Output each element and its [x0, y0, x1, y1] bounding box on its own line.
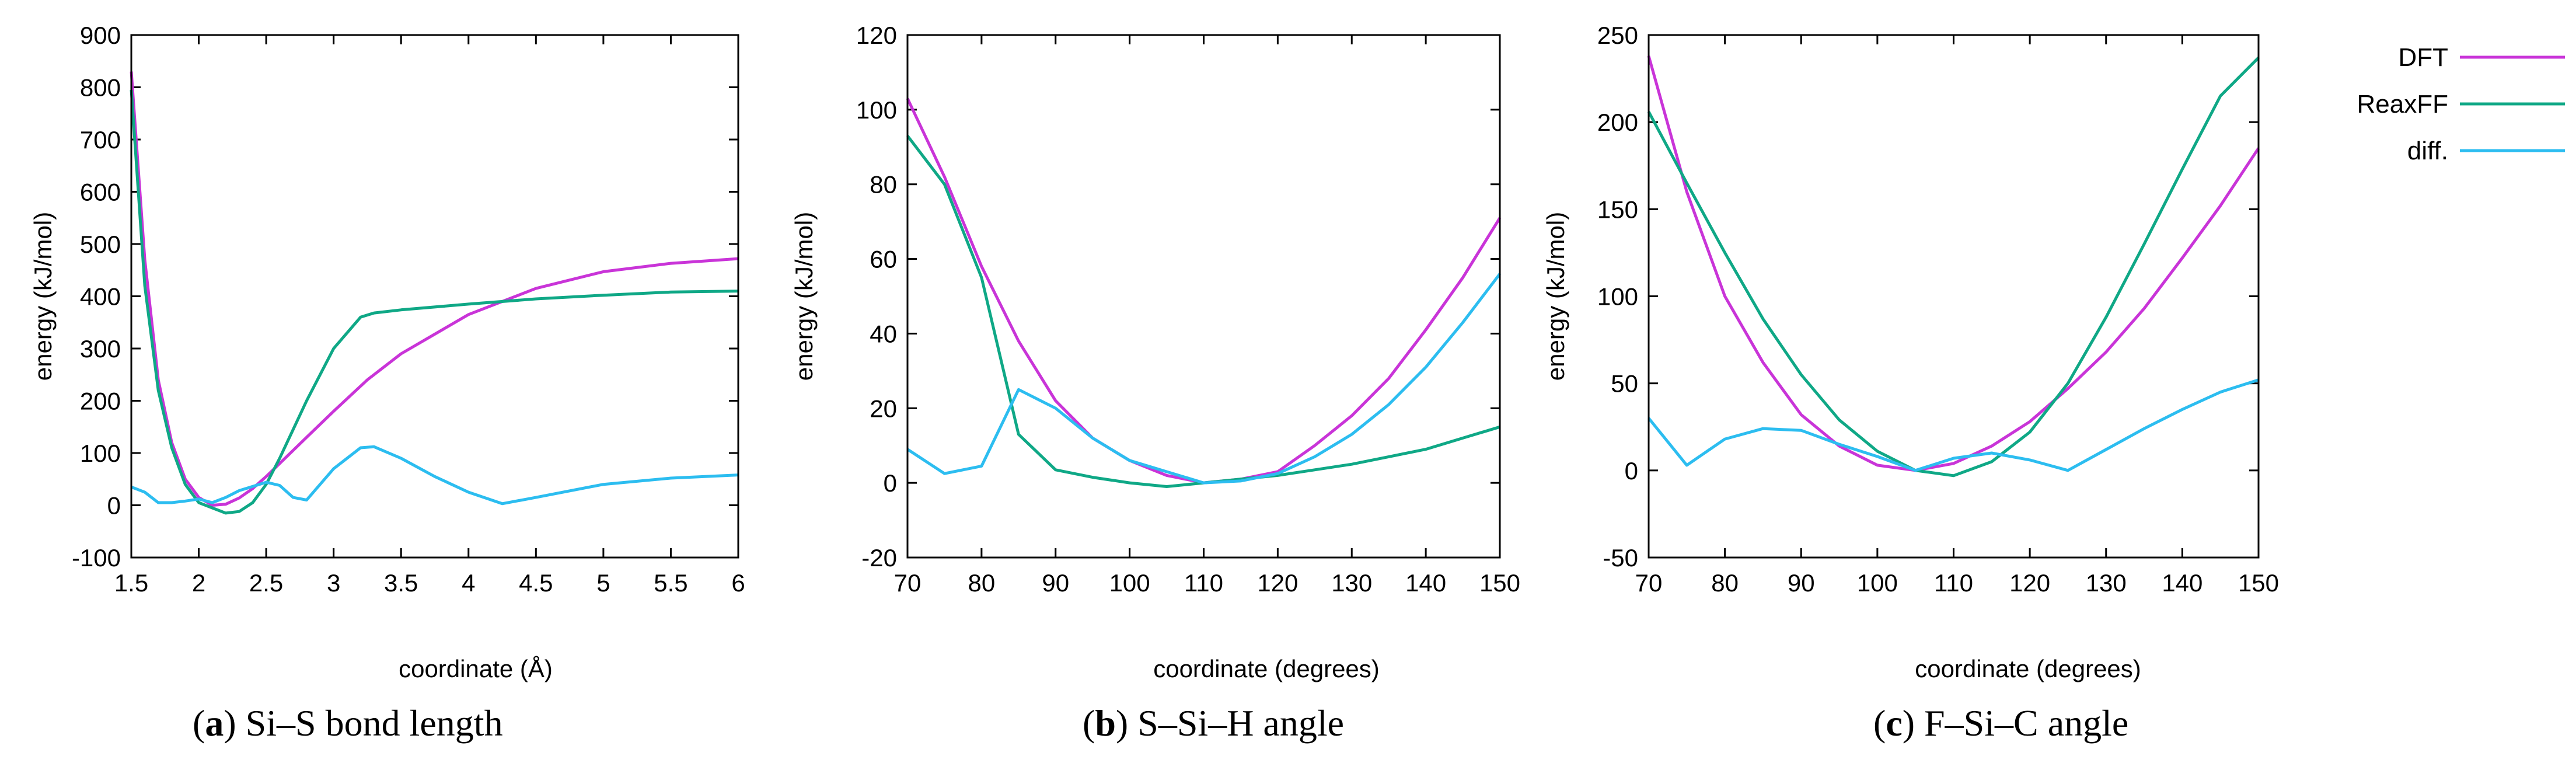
- legend-label-diff: diff.: [2407, 137, 2448, 165]
- y-tick-label: -50: [1603, 544, 1638, 572]
- y-tick-label: 700: [80, 126, 121, 154]
- x-tick-label: 110: [1934, 569, 1973, 597]
- x-tick-label: 100: [1857, 569, 1898, 597]
- x-tick-label: 80: [1711, 569, 1739, 597]
- series-line-reaxff: [130, 89, 739, 515]
- panel-b: 70 80 90 100 110 120 130 140 150 -20 0 20 40 60 80 100 1…: [790, 22, 1520, 682]
- legend-label-dft: DFT: [2398, 43, 2448, 72]
- panel-c: 70 80 90 100 110 120 130 140 150 -50 0 50 100 150 200 2…: [1542, 22, 2279, 682]
- y-tick-label: 300: [80, 335, 121, 363]
- y-tick-label: 100: [80, 440, 121, 467]
- x-tick-label: 130: [1331, 569, 1372, 597]
- y-tick-label: 100: [1597, 283, 1638, 311]
- y-tick-label: 900: [80, 22, 121, 49]
- y-tick-label: 40: [870, 320, 897, 347]
- series-line-diff: [906, 273, 1501, 485]
- y-axis-label: energy (kJ/mol): [790, 212, 818, 381]
- x-tick-label: 5: [596, 569, 610, 597]
- x-tick-label: 1.5: [114, 569, 148, 597]
- y-tick-label: 0: [107, 492, 121, 520]
- x-tick-label: 2: [192, 569, 205, 597]
- y-tick-label: 0: [884, 469, 897, 497]
- y-tick-label: 500: [80, 231, 121, 258]
- plot-frame: [130, 34, 739, 559]
- y-tick-label: 80: [870, 171, 897, 198]
- x-tick-label: 140: [2162, 569, 2202, 597]
- x-tick-label: 90: [1042, 569, 1069, 597]
- y-tick-label: 200: [1597, 109, 1638, 136]
- x-tick-label: 100: [1109, 569, 1150, 597]
- series-line-dft: [906, 97, 1502, 485]
- x-tick-label: 6: [731, 569, 745, 597]
- x-axis-label: coordinate (degrees): [1915, 655, 2141, 682]
- series-line-reaxff: [1647, 57, 2260, 478]
- x-tick-label: 150: [2238, 569, 2279, 597]
- x-axis-label: coordinate (Å): [399, 655, 553, 682]
- y-axis-label: energy (kJ/mol): [1542, 212, 1569, 381]
- series-line-diff: [1647, 378, 2259, 472]
- y-tick-label: 250: [1597, 22, 1638, 49]
- legend: DFT ReaxFF diff.: [2357, 43, 2565, 165]
- series-line-dft: [1647, 55, 2260, 472]
- y-axis-label: energy (kJ/mol): [29, 212, 57, 381]
- x-axis-label: coordinate (degrees): [1153, 655, 1380, 682]
- y-tick-label: 100: [856, 96, 897, 124]
- x-tick-label: 110: [1184, 569, 1223, 597]
- captions: (a) Si–S bond length (b) S–Si–H angle (c…: [193, 702, 2128, 744]
- y-tick-label: -20: [861, 544, 897, 572]
- panel-a: 1.5 2 2.5 3 3.5 4 4.5 5 5.5 6 -100 0 100 200 300 400 500…: [29, 22, 745, 682]
- y-tick-label: 200: [80, 388, 121, 415]
- legend-label-reaxff: ReaxFF: [2357, 90, 2448, 119]
- x-tick-label: 90: [1788, 569, 1815, 597]
- y-tick-label: 20: [870, 395, 897, 422]
- x-tick-label: 70: [894, 569, 922, 597]
- y-tick-label: 120: [856, 22, 897, 49]
- caption-b: (b) S–Si–H angle: [1083, 702, 1344, 744]
- y-tick-label: 800: [80, 74, 121, 102]
- y-tick-label: -100: [72, 544, 121, 572]
- x-tick-label: 130: [2086, 569, 2127, 597]
- x-tick-label: 140: [1405, 569, 1446, 597]
- caption-c: (c) F–Si–C angle: [1873, 702, 2128, 744]
- y-tick-label: 50: [1611, 370, 1638, 398]
- plot-frame: [906, 34, 1501, 559]
- plot-frame: [1647, 34, 2260, 559]
- y-tick-label: 0: [1625, 457, 1638, 485]
- caption-a: (a) Si–S bond length: [193, 702, 503, 744]
- x-tick-label: 3.5: [384, 569, 418, 597]
- x-tick-label: 120: [1257, 569, 1298, 597]
- x-tick-label: 120: [2009, 569, 2050, 597]
- series-line-diff: [131, 445, 739, 506]
- y-tick-label: 600: [80, 179, 121, 206]
- x-tick-label: 2.5: [249, 569, 283, 597]
- x-tick-label: 3: [327, 569, 340, 597]
- y-tick-label: 150: [1597, 196, 1638, 223]
- y-tick-label: 60: [870, 246, 897, 273]
- x-tick-label: 5.5: [654, 569, 687, 597]
- y-tick-label: 400: [80, 283, 121, 311]
- x-tick-label: 4.5: [519, 569, 553, 597]
- x-tick-label: 70: [1635, 569, 1663, 597]
- x-tick-label: 80: [968, 569, 996, 597]
- series-line-dft: [130, 71, 739, 507]
- x-tick-label: 4: [462, 569, 475, 597]
- x-tick-label: 150: [1479, 569, 1520, 597]
